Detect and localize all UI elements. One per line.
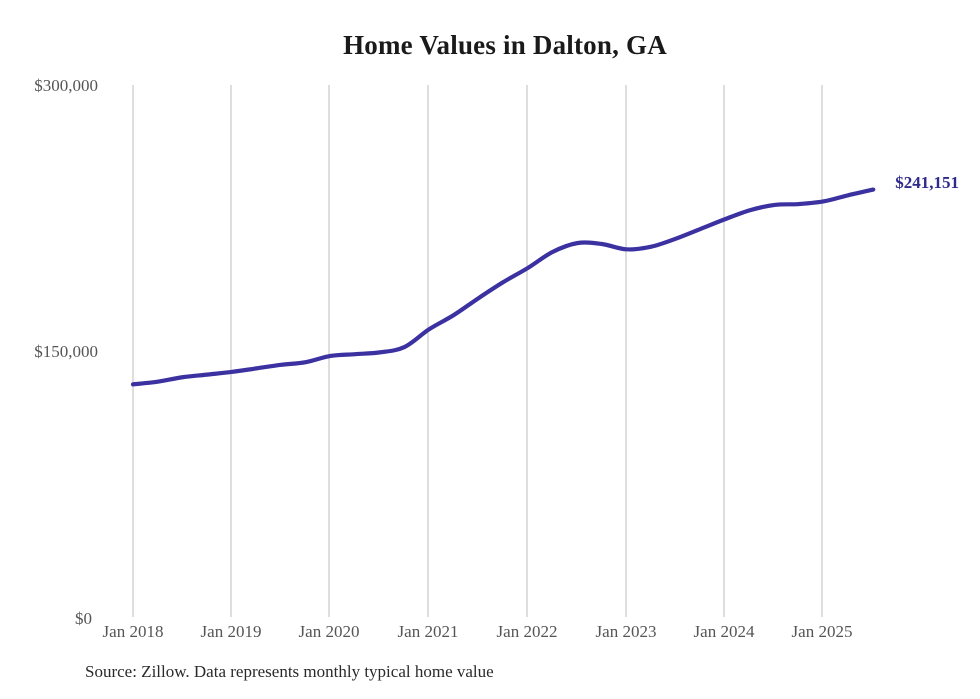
xtick-label-jan-2021: Jan 2021 <box>397 622 459 641</box>
xtick-label-jan-2025: Jan 2025 <box>791 622 853 641</box>
xtick-label-jan-2024: Jan 2024 <box>693 622 755 641</box>
page-title: Home Values in Dalton, GA <box>343 30 667 60</box>
xtick-label-jan-2020: Jan 2020 <box>298 622 360 641</box>
data-line-typical-home-value <box>130 187 876 387</box>
xtick-label-jan-2018: Jan 2018 <box>102 622 164 641</box>
ytick-label-300000: $300,000 <box>34 76 98 95</box>
xtick-label-jan-2023: Jan 2023 <box>595 622 657 641</box>
source-note: Source: Zillow. Data represents monthly … <box>85 662 494 681</box>
ytick-label-150000: $150,000 <box>34 342 98 361</box>
xtick-label-jan-2022: Jan 2022 <box>496 622 558 641</box>
xtick-label-jan-2019: Jan 2019 <box>200 622 262 641</box>
ytick-label-0: $0 <box>75 609 92 628</box>
gridline-group <box>132 85 823 617</box>
end-value-annotation: $241,151 <box>895 172 959 192</box>
